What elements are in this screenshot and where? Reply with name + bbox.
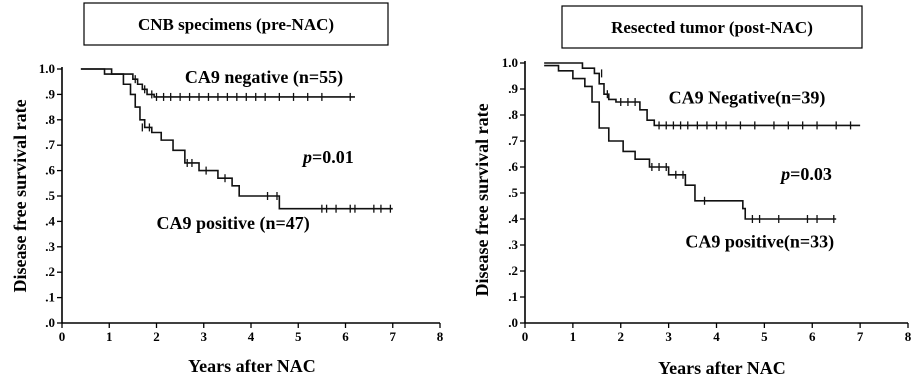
right-title: Resected tumor (post-NAC) [611, 18, 813, 37]
right-y-tick-label: .5 [508, 185, 518, 200]
left-annotation-2: CA9 positive (n=47) [157, 213, 310, 234]
left-y-tick-label: .4 [45, 213, 55, 228]
left-y-tick-label: .3 [45, 239, 55, 254]
left-annotation-0: CA9 negative (n=55) [185, 67, 343, 88]
left-title: CNB specimens (pre-NAC) [138, 15, 334, 34]
left-y-tick-label: .9 [45, 86, 55, 101]
right-y-tick-label: .4 [508, 211, 518, 226]
left-y-tick-label: .2 [45, 264, 55, 279]
right-annotation-1: p=0.03 [779, 164, 832, 184]
right-y-tick-label: .8 [508, 107, 518, 122]
right-y-tick-label: .0 [508, 315, 518, 330]
right-title-box [561, 5, 863, 49]
right-x-tick-label: 8 [905, 329, 912, 344]
right-x-axis-label: Years after NAC [658, 358, 786, 378]
right-y-tick-label: .2 [508, 263, 518, 278]
right-x-tick-label: 2 [618, 329, 625, 344]
right-panel: Resected tumor (post-NAC) 0 1 2 3 4 5 6 7 8 .0 .1.… [472, 5, 912, 378]
left-y-tick-label: 1.0 [39, 61, 55, 76]
right-x-tick-label: 1 [570, 329, 577, 344]
left-series-negative-curve [80, 68, 355, 98]
right-series-positive-curve [544, 64, 837, 220]
right-x-tick-label: 5 [761, 329, 768, 344]
right-x-tick-label: 6 [809, 329, 816, 344]
right-y-tick-label: .1 [508, 289, 518, 304]
right-x-tick-label: 4 [713, 329, 720, 344]
right-annotation-0: CA9 Negative(n=39) [669, 87, 826, 108]
left-panel: CNB specimens (pre-NAC) 0 1 2 3 4 5 6 7 8 .0 .1 .2.… [10, 2, 444, 376]
left-x-tick-label: 3 [201, 329, 208, 344]
left-y-axis-label: Disease free survival rate [10, 99, 30, 292]
right-x-tick-label: 0 [522, 329, 529, 344]
left-y-tick-label: .8 [45, 112, 55, 127]
left-y-tick-label: .1 [45, 290, 55, 305]
right-y-tick-label: .9 [508, 81, 518, 96]
left-x-tick-label: 5 [295, 329, 302, 344]
right-annotation-2: CA9 positive(n=33) [685, 232, 834, 253]
left-y-tick-label: .0 [45, 315, 55, 330]
left-y-tick-label: .5 [45, 188, 55, 203]
left-x-tick-label: 6 [342, 329, 349, 344]
left-y-tick-label: .6 [45, 163, 55, 178]
right-y-tick-label: .6 [508, 159, 518, 174]
left-x-axis-label: Years after NAC [188, 356, 316, 376]
left-x-tick-label: 4 [248, 329, 255, 344]
right-y-tick-label: .7 [508, 133, 518, 148]
left-x-tick-label: 0 [59, 329, 66, 344]
right-y-axis-label: Disease free survival rate [472, 103, 492, 296]
left-annotation-1: p=0.01 [301, 147, 354, 167]
left-title-box [83, 2, 389, 46]
right-plot-area: 0 1 2 3 4 5 6 7 8 .0 .1 .2 .3 .4 .5 .6 .7 .8 .9 1.0 CA9 Nega… [502, 55, 912, 344]
left-series-positive-curve [80, 68, 393, 210]
right-y-tick-label: 1.0 [502, 55, 518, 70]
right-x-tick-label: 3 [665, 329, 672, 344]
right-y-tick-label: .3 [508, 237, 518, 252]
left-x-tick-label: 1 [106, 329, 113, 344]
left-y-tick-label: .7 [45, 137, 55, 152]
right-series-negative-curve [544, 62, 861, 127]
left-x-tick-label: 7 [390, 329, 397, 344]
left-x-tick-label: 2 [153, 329, 160, 344]
left-x-tick-label: 8 [437, 329, 444, 344]
right-x-tick-label: 7 [857, 329, 864, 344]
left-plot-area: 0 1 2 3 4 5 6 7 8 .0 .1 .2 .3 .4 .5 .6 .7 .8 .9 1.0 CA9 nega… [39, 61, 444, 344]
